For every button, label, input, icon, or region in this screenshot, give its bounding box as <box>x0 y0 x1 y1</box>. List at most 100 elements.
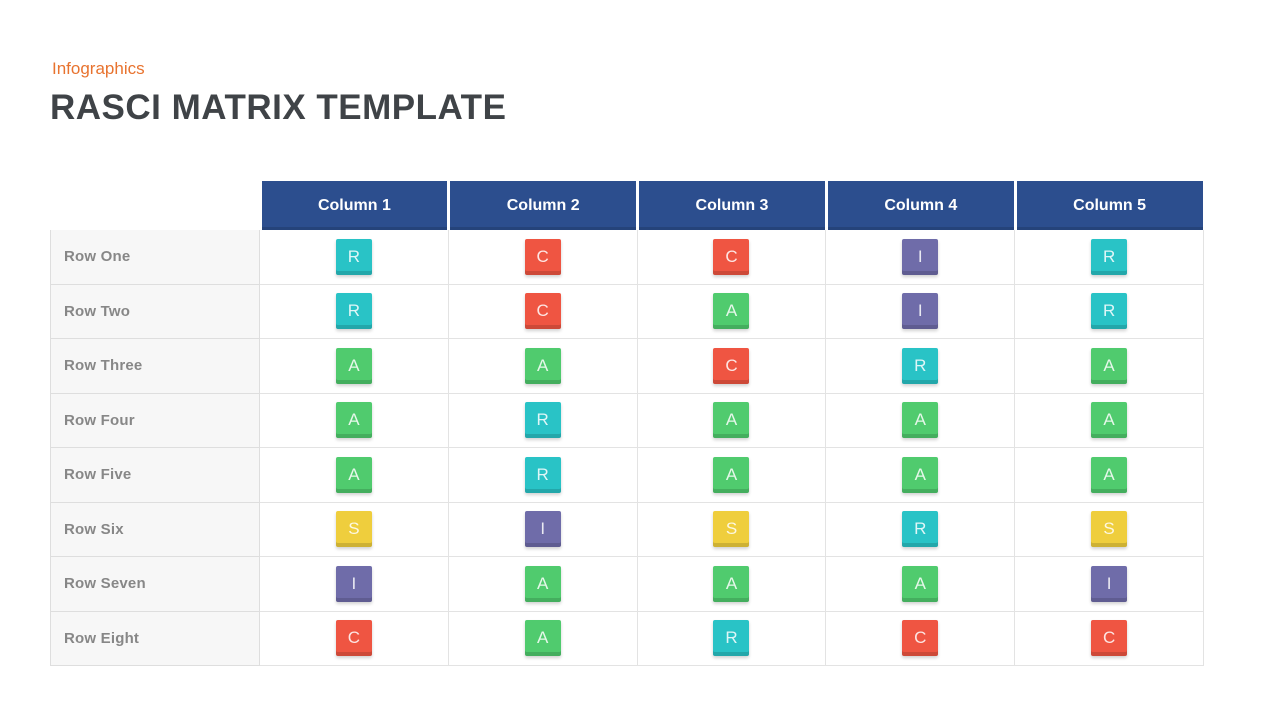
matrix-cell: C <box>826 611 1016 666</box>
matrix-cell: C <box>448 284 638 339</box>
matrix-cell: A <box>637 393 827 448</box>
column-header-1: Column 1 <box>260 181 449 230</box>
rasci-badge-a: A <box>902 456 939 493</box>
column-header-label: Column 5 <box>1016 181 1203 230</box>
rasci-badge-r: R <box>902 511 939 548</box>
eyebrow-label: Infographics <box>52 59 145 78</box>
column-header-5: Column 5 <box>1015 181 1204 230</box>
rasci-badge-c: C <box>524 238 561 275</box>
matrix-cell: A <box>1015 339 1204 394</box>
matrix-cell: R <box>826 502 1016 557</box>
rasci-badge-i: I <box>902 238 939 275</box>
matrix-cell: A <box>260 393 449 448</box>
page-title: RASCI MATRIX TEMPLATE <box>50 88 507 127</box>
rasci-badge-a: A <box>524 347 561 384</box>
rasci-badge-a: A <box>713 293 750 330</box>
matrix-cell: A <box>260 339 449 394</box>
rasci-badge-a: A <box>1091 456 1128 493</box>
matrix-cell: R <box>260 284 449 339</box>
rasci-matrix-table: Column 1 Column 2 Column 3 Column 4 Colu… <box>50 181 1204 666</box>
rasci-badge-r: R <box>335 293 372 330</box>
column-header-label: Column 2 <box>450 181 637 230</box>
matrix-cell: C <box>637 230 827 285</box>
matrix-cell: A <box>1015 393 1204 448</box>
matrix-cell: C <box>260 611 449 666</box>
matrix-cell: R <box>260 230 449 285</box>
rasci-badge-a: A <box>1091 347 1128 384</box>
rasci-badge-r: R <box>1091 238 1128 275</box>
matrix-cell: A <box>637 448 827 503</box>
rasci-badge-i: I <box>902 293 939 330</box>
rasci-badge-c: C <box>902 620 939 657</box>
rasci-badge-a: A <box>335 402 372 439</box>
matrix-cell: I <box>826 284 1016 339</box>
row-label: Row Six <box>50 502 260 557</box>
matrix-cell: I <box>1015 557 1204 612</box>
rasci-badge-r: R <box>524 456 561 493</box>
matrix-cell: A <box>637 557 827 612</box>
row-label: Row Seven <box>50 557 260 612</box>
matrix-cell: R <box>826 339 1016 394</box>
matrix-cell: A <box>637 284 827 339</box>
row-label: Row Five <box>50 448 260 503</box>
row-label: Row Eight <box>50 611 260 666</box>
row-label: Row Two <box>50 284 260 339</box>
rasci-badge-a: A <box>713 456 750 493</box>
matrix-cell: C <box>1015 611 1204 666</box>
column-header-label: Column 4 <box>827 181 1014 230</box>
column-header-label: Column 3 <box>639 181 825 230</box>
rasci-badge-a: A <box>713 565 750 602</box>
rasci-badge-r: R <box>524 402 561 439</box>
column-header-3: Column 3 <box>637 181 827 230</box>
rasci-badge-c: C <box>713 238 750 275</box>
column-header-2: Column 2 <box>448 181 638 230</box>
matrix-cell: S <box>260 502 449 557</box>
matrix-cell: R <box>637 611 827 666</box>
row-label: Row Three <box>50 339 260 394</box>
rasci-badge-a: A <box>902 402 939 439</box>
matrix-cell: A <box>260 448 449 503</box>
rasci-badge-a: A <box>1091 402 1128 439</box>
matrix-cell: C <box>637 339 827 394</box>
rasci-badge-a: A <box>524 620 561 657</box>
rasci-badge-i: I <box>335 565 372 602</box>
matrix-grid: Column 1 Column 2 Column 3 Column 4 Colu… <box>50 181 1204 666</box>
matrix-cell: S <box>637 502 827 557</box>
rasci-badge-a: A <box>335 456 372 493</box>
row-label: Row Four <box>50 393 260 448</box>
rasci-badge-c: C <box>524 293 561 330</box>
rasci-badge-r: R <box>902 347 939 384</box>
matrix-cell: A <box>1015 448 1204 503</box>
matrix-cell: A <box>448 339 638 394</box>
rasci-badge-r: R <box>335 238 372 275</box>
matrix-cell: R <box>448 448 638 503</box>
matrix-cell: I <box>448 502 638 557</box>
table-corner-spacer <box>50 181 260 230</box>
matrix-cell: S <box>1015 502 1204 557</box>
row-label: Row One <box>50 230 260 285</box>
matrix-cell: I <box>826 230 1016 285</box>
rasci-badge-s: S <box>335 511 372 548</box>
rasci-badge-c: C <box>335 620 372 657</box>
matrix-cell: I <box>260 557 449 612</box>
matrix-cell: R <box>448 393 638 448</box>
rasci-badge-s: S <box>1091 511 1128 548</box>
column-header-4: Column 4 <box>826 181 1016 230</box>
matrix-cell: A <box>448 611 638 666</box>
matrix-cell: A <box>826 393 1016 448</box>
rasci-badge-r: R <box>713 620 750 657</box>
rasci-badge-s: S <box>713 511 750 548</box>
rasci-badge-c: C <box>713 347 750 384</box>
matrix-cell: C <box>448 230 638 285</box>
rasci-badge-c: C <box>1091 620 1128 657</box>
rasci-badge-i: I <box>1091 565 1128 602</box>
matrix-cell: R <box>1015 284 1204 339</box>
rasci-badge-r: R <box>1091 293 1128 330</box>
matrix-cell: R <box>1015 230 1204 285</box>
column-header-label: Column 1 <box>261 181 448 230</box>
rasci-badge-a: A <box>524 565 561 602</box>
matrix-cell: A <box>826 557 1016 612</box>
rasci-badge-a: A <box>713 402 750 439</box>
rasci-badge-a: A <box>335 347 372 384</box>
